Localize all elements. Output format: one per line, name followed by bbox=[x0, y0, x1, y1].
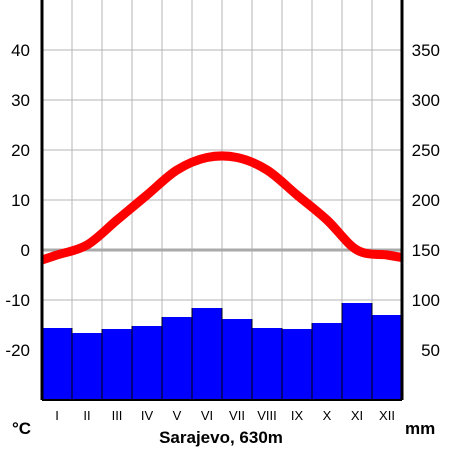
precipitation-tick-label: 100 bbox=[412, 291, 440, 310]
temperature-tick-label: 0 bbox=[21, 241, 30, 260]
precipitation-bar-I bbox=[42, 328, 72, 400]
temperature-tick-label: -20 bbox=[5, 341, 30, 360]
precipitation-bar-V bbox=[162, 317, 192, 400]
month-label-II: II bbox=[83, 408, 90, 423]
month-label-IX: IX bbox=[291, 408, 304, 423]
month-label-XII: XII bbox=[379, 408, 395, 423]
precipitation-axis-ticks: 50 100 150 200 250 300 350 bbox=[412, 41, 440, 360]
month-label-VI: VI bbox=[201, 408, 213, 423]
precipitation-bar-VI bbox=[192, 308, 222, 400]
precipitation-bar-III bbox=[102, 329, 132, 400]
precipitation-bar-IX bbox=[282, 329, 312, 400]
chart-caption: Sarajevo, 630m bbox=[159, 428, 283, 447]
month-label-IV: IV bbox=[141, 408, 154, 423]
precipitation-bar-VIII bbox=[252, 328, 282, 400]
month-label-X: X bbox=[323, 408, 332, 423]
temperature-tick-label: 20 bbox=[11, 141, 30, 160]
month-label-XI: XI bbox=[351, 408, 363, 423]
month-label-VIII: VIII bbox=[257, 408, 277, 423]
temperature-tick-label: 30 bbox=[11, 91, 30, 110]
precipitation-tick-label: 150 bbox=[412, 241, 440, 260]
precipitation-bar-XII bbox=[372, 315, 402, 400]
precipitation-tick-label: 300 bbox=[412, 91, 440, 110]
precipitation-tick-label: 200 bbox=[412, 191, 440, 210]
temperature-tick-label: 10 bbox=[11, 191, 30, 210]
month-label-III: III bbox=[112, 408, 123, 423]
precipitation-bar-X bbox=[312, 323, 342, 400]
precipitation-unit-label: mm bbox=[405, 419, 435, 438]
precipitation-bar-XI bbox=[342, 303, 372, 400]
precipitation-bars bbox=[42, 303, 402, 400]
precipitation-tick-label: 250 bbox=[412, 141, 440, 160]
plot-frame bbox=[40, 0, 404, 401]
month-label-VII: VII bbox=[229, 408, 245, 423]
month-tick-labels: I II III IV V VI VII VIII IX X XI XII bbox=[55, 408, 395, 423]
temperature-axis-ticks: -20 -10 0 10 20 30 40 bbox=[5, 41, 30, 360]
precipitation-tick-label: 50 bbox=[421, 341, 440, 360]
month-label-I: I bbox=[55, 408, 59, 423]
temperature-tick-label: -10 bbox=[5, 291, 30, 310]
temperature-tick-label: 40 bbox=[11, 41, 30, 60]
precipitation-bar-IV bbox=[132, 326, 162, 400]
precipitation-tick-label: 350 bbox=[412, 41, 440, 60]
temperature-unit-label: °C bbox=[12, 419, 31, 438]
precipitation-bar-VII bbox=[222, 319, 252, 400]
precipitation-bar-II bbox=[72, 333, 102, 400]
temperature-curve bbox=[40, 151, 403, 265]
temperature-line bbox=[40, 151, 403, 265]
month-label-V: V bbox=[173, 408, 182, 423]
